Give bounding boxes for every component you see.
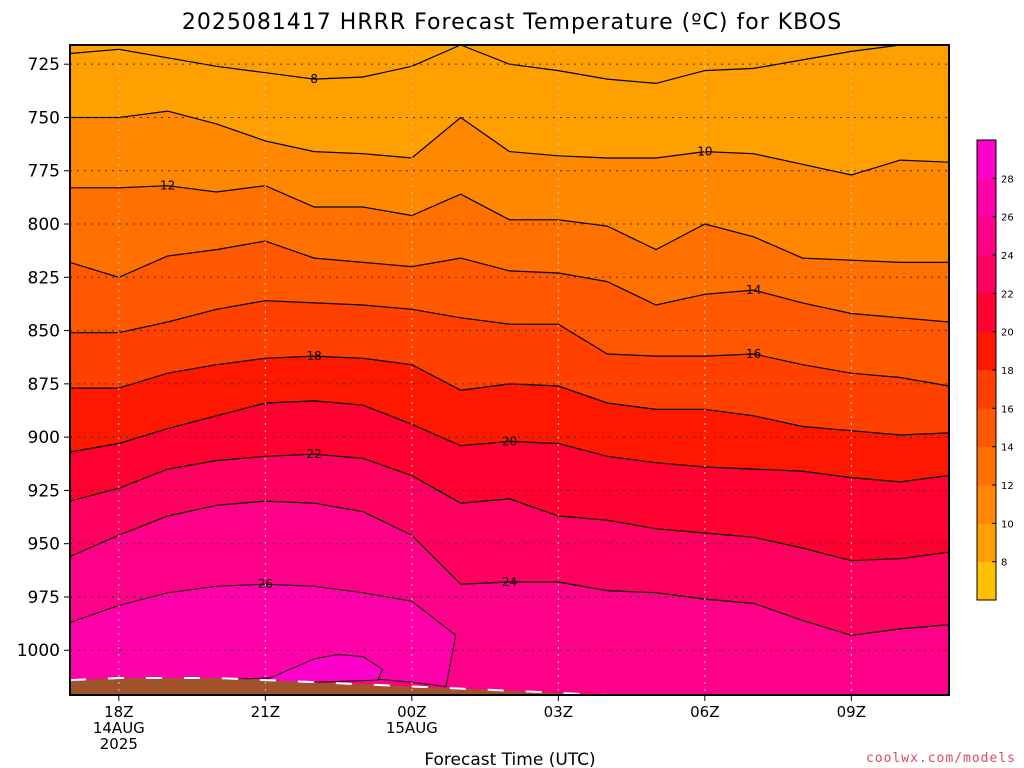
colorbar-segment-8 [977,523,996,562]
xtick-label-18-0: 18Z [104,703,133,721]
xtick-label-30-0: 06Z [690,703,719,721]
colorbar-segment-14 [977,408,996,447]
ytick-label-900: 900 [28,428,60,448]
colorbar-label-12: 12 [1001,481,1014,492]
colorbar-label-18: 18 [1001,366,1014,377]
contour-label-12: 12 [160,179,175,193]
colorbar-segment-18 [977,331,996,371]
colorbar-segment-22 [977,255,996,294]
ytick-label-950: 950 [28,535,60,555]
ytick-label-925: 925 [28,481,60,501]
y-axis-ticks: 725 750 775 800 825 850 875 900 925 950 975 1000 [17,55,70,661]
colorbar-label-20: 20 [1001,328,1014,339]
colorbar-segment-12 [977,446,996,486]
ytick-label-1000: 1000 [17,641,60,661]
colorbar-label-26: 26 [1001,213,1014,224]
colorbar-segment-16 [977,370,996,409]
ytick-label-875: 875 [28,375,60,395]
colorbar-label-28: 28 [1001,174,1014,185]
xtick-label-33-0: 09Z [837,703,866,721]
isotherm-24 [70,500,949,636]
xtick-label-21-0: 21Z [251,703,280,721]
ytick-label-800: 800 [28,215,60,235]
xtick-label-18-1: 14AUG [93,719,145,737]
xtick-label-24-0: 00Z [397,703,426,721]
isotherm-10 [70,110,949,176]
colorbar-segment-24 [977,216,996,256]
ytick-label-750: 750 [28,108,60,128]
contour-label-20: 20 [502,434,517,448]
ytick-label-975: 975 [28,588,60,608]
isotherm-14 [70,240,949,323]
isotherm-8 [70,45,949,85]
xtick-label-27-0: 03Z [544,703,573,721]
colorbar-segment-6 [977,561,996,601]
isotherm-18 [70,355,949,436]
colorbar-label-16: 16 [1001,404,1014,415]
colorbar-label-14: 14 [1001,443,1014,454]
colorbar-segment-20 [977,293,996,332]
chart-title: 2025081417 HRRR Forecast Temperature (ºC… [182,10,842,35]
xtick-label-24-1: 15AUG [386,719,438,737]
contour-label-16: 16 [746,347,761,361]
contour-label-14: 14 [746,283,761,297]
isotherm-20 [70,400,949,483]
ground [70,678,949,695]
ytick-label-725: 725 [28,55,60,75]
ytick-label-775: 775 [28,162,60,182]
isotherm-12 [70,185,949,263]
ytick-label-825: 825 [28,268,60,288]
colorbar-segment-28 [977,140,996,179]
colorbar-label-24: 24 [1001,251,1014,262]
xtick-label-18-2: 2025 [100,735,138,753]
isotherm-22 [70,453,949,562]
colorbar-label-8: 8 [1001,558,1007,569]
contour-label-24: 24 [502,575,517,589]
contour-label-18: 18 [307,349,322,363]
contour-label-22: 22 [307,447,322,461]
colorbar-label-10: 10 [1001,519,1014,530]
credit-text: coolwx.com/models [866,751,1016,766]
ytick-label-850: 850 [28,322,60,342]
colorbar-label-22: 22 [1001,289,1014,300]
colorbar-segment-10 [977,485,996,524]
plot-frame [69,44,950,696]
contour-label-8: 8 [310,72,318,86]
x-axis-label: Forecast Time (UTC) [424,750,595,768]
isotherm-16 [70,300,949,387]
colorbar: 8 10 12 14 16 18 20 22 24 26 28 [976,139,1014,601]
colorbar-segment-26 [977,178,996,217]
